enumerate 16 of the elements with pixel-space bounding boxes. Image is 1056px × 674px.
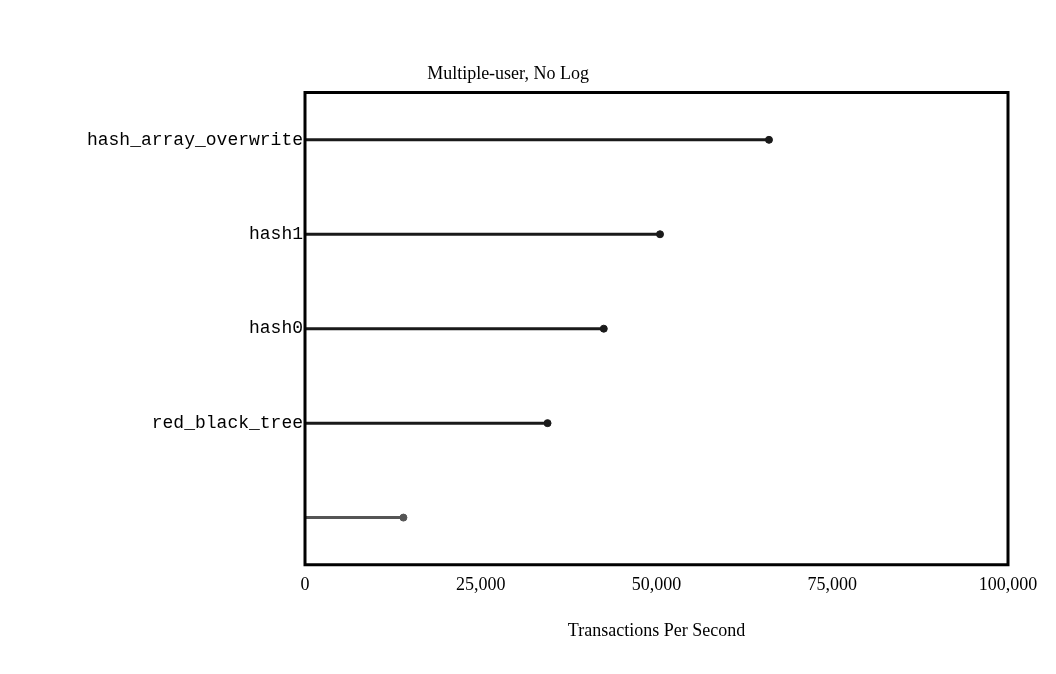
point (399, 513, 408, 522)
y-tick-label: hash1 (248, 224, 303, 245)
x-tick-label: 25,000 (456, 574, 506, 595)
x-axis-title: Transactions Per Second (567, 619, 746, 640)
y-tick-label: hash_array_overwrite (86, 129, 303, 150)
point (599, 324, 608, 333)
chart-title: Multiple-user, No Log (427, 62, 589, 83)
point (656, 230, 665, 239)
y-tick-label: hash0 (248, 318, 303, 339)
x-tick-label: 100,000 (978, 574, 1038, 595)
y-tick-label: red_black_tree (151, 412, 303, 433)
x-tick-label: 0 (300, 574, 310, 595)
point (764, 135, 773, 144)
x-tick-label: 75,000 (807, 574, 857, 595)
x-tick-label: 50,000 (631, 574, 682, 595)
point (543, 419, 552, 428)
